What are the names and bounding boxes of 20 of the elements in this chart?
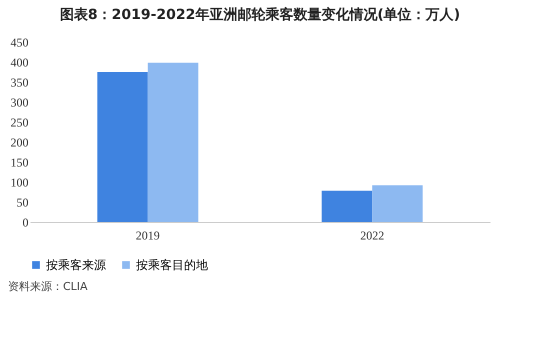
bar — [372, 185, 423, 222]
y-tick-label: 0 — [22, 216, 28, 230]
y-tick-label: 450 — [10, 36, 28, 50]
y-tick-label: 100 — [10, 176, 28, 190]
legend-label: 按乘客目的地 — [136, 258, 208, 272]
bar — [97, 72, 148, 222]
bar — [148, 62, 198, 222]
y-tick-label: 150 — [10, 156, 28, 170]
y-tick-label: 200 — [10, 136, 28, 150]
y-tick-label: 300 — [10, 96, 28, 110]
x-tick-label: 2019 — [136, 228, 160, 242]
y-tick-label: 50 — [16, 196, 28, 210]
legend-label: 按乘客来源 — [46, 258, 106, 272]
bar — [322, 190, 372, 222]
y-tick-label: 350 — [10, 76, 28, 90]
chart-title: 图表8：2019-2022年亚洲邮轮乘客数量变化情况(单位：万人) — [60, 6, 460, 23]
y-tick-label: 250 — [10, 116, 28, 130]
text: 资料来源：CLIA — [8, 279, 89, 294]
x-tick-label: 2022 — [360, 228, 384, 242]
y-tick-label: 400 — [10, 56, 28, 70]
